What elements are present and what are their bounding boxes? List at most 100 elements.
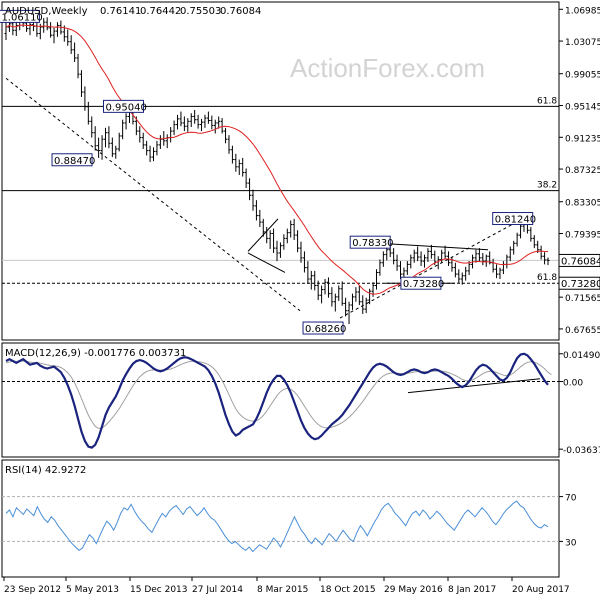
price-bar — [76, 53, 80, 79]
price-bar — [203, 114, 207, 128]
price-bar — [141, 132, 145, 149]
price-bar — [42, 18, 46, 33]
axis-layer: 0.76084 0.73280 1.06985 1.03075 0.99055 0.951… — [3, 6, 600, 595]
macd-title: MACD(12,26,9) -0.001776 0.003731 — [5, 348, 186, 359]
price-header-low: 0.75503 — [180, 6, 221, 17]
price-tag-box — [558, 253, 600, 267]
price-header-symbol: AUDUSD,Weekly — [5, 6, 88, 17]
price-bar — [320, 285, 324, 304]
price-bar — [477, 248, 481, 262]
macd-y-tick-label: 0.014902 — [563, 351, 600, 361]
price-bar — [265, 226, 269, 244]
price-bar — [49, 22, 53, 38]
price-bar — [258, 209, 262, 227]
price-bar — [66, 29, 70, 46]
price-bar — [196, 114, 200, 129]
price-annotation-label: 0.78330 — [352, 238, 393, 249]
price-bar — [189, 113, 193, 128]
price-bar — [350, 293, 354, 310]
price-bar — [546, 257, 550, 266]
price-bar — [495, 264, 499, 279]
price-bar — [316, 280, 320, 301]
price-bar — [234, 153, 238, 172]
price-bar — [220, 118, 224, 134]
price-bar — [354, 287, 358, 302]
macd-main-line — [5, 352, 549, 449]
price-bar — [309, 270, 313, 290]
price-y-tick-label: 0.83305 — [565, 199, 600, 209]
price-tag-label: 0.73280 — [561, 279, 600, 290]
price-bar — [55, 22, 59, 37]
price-bar — [230, 145, 234, 164]
rsi-y-tick-label: 70 — [565, 494, 577, 504]
price-header-close: 0.76084 — [220, 6, 261, 17]
price-bar — [145, 140, 149, 156]
price-bar — [254, 200, 258, 221]
macd-trendline — [407, 378, 541, 394]
price-bar — [423, 254, 427, 268]
trendline-dashed — [5, 77, 301, 312]
price-bar — [241, 157, 245, 177]
price-bar — [361, 295, 365, 314]
price-bar — [508, 246, 512, 262]
price-bar — [275, 240, 279, 262]
x-axis-tick-label: 8 Jan 2017 — [448, 585, 496, 595]
price-bar — [217, 116, 221, 129]
price-y-tick-label: 0.67655 — [565, 326, 600, 336]
price-bar — [73, 42, 77, 62]
price-bar — [464, 266, 468, 281]
price-annotation-label: 0.88470 — [54, 156, 95, 167]
price-layer: 61.8 38.2 61.8 1.06110 0.88470 0.95040 0.78330… — [0, 9, 559, 335]
x-axis-tick-label: 5 May 2013 — [66, 585, 119, 595]
price-bar — [114, 145, 118, 159]
price-annotation-box — [400, 276, 442, 290]
price-annotation-box — [492, 212, 534, 226]
price-bar — [213, 119, 217, 134]
x-axis-tick-label: 8 Mar 2015 — [257, 585, 308, 595]
macd-signal-line — [5, 360, 552, 429]
price-header-open: 0.76141 — [100, 6, 141, 17]
price-bar — [285, 228, 289, 244]
rsi-line — [5, 500, 549, 553]
fib-level-label: 61.8 — [537, 273, 557, 283]
price-bar — [227, 135, 231, 154]
price-bar — [200, 118, 204, 132]
price-bar — [529, 226, 533, 242]
price-bar — [374, 269, 378, 290]
price-annotation-box — [51, 153, 93, 167]
price-bar — [515, 232, 519, 247]
price-bar — [429, 244, 433, 259]
price-bar — [52, 27, 56, 44]
price-bar — [103, 127, 107, 148]
price-bar — [443, 245, 447, 260]
price-bar — [268, 230, 272, 249]
price-bar — [148, 145, 152, 162]
rsi-layer — [2, 496, 559, 553]
price-bar — [152, 147, 156, 162]
price-bar — [296, 230, 300, 253]
price-bar — [138, 126, 142, 143]
price-bar — [193, 109, 197, 124]
price-y-tick-label: 0.91235 — [565, 134, 600, 144]
price-bar — [93, 126, 97, 151]
macd-layer — [2, 352, 559, 449]
price-bar — [90, 116, 94, 138]
fib-level-label: 38.2 — [537, 181, 557, 191]
rsi-title: RSI(14) 42.9272 — [5, 465, 86, 476]
price-bar — [344, 297, 348, 317]
price-bar — [97, 137, 101, 158]
price-bar — [110, 137, 114, 158]
price-y-tick-label: 0.99055 — [565, 71, 600, 81]
rsi-y-tick-label: 30 — [565, 538, 577, 548]
price-bar — [512, 240, 516, 255]
price-bar — [395, 254, 399, 271]
price-bar — [453, 262, 457, 278]
price-bar — [364, 297, 368, 314]
price-bar — [457, 269, 461, 284]
price-y-tick-label: 0.71565 — [565, 294, 600, 304]
price-bar — [405, 261, 409, 275]
price-bar — [261, 218, 265, 237]
price-bar — [121, 119, 125, 140]
price-y-tick-label: 0.95145 — [565, 103, 600, 113]
